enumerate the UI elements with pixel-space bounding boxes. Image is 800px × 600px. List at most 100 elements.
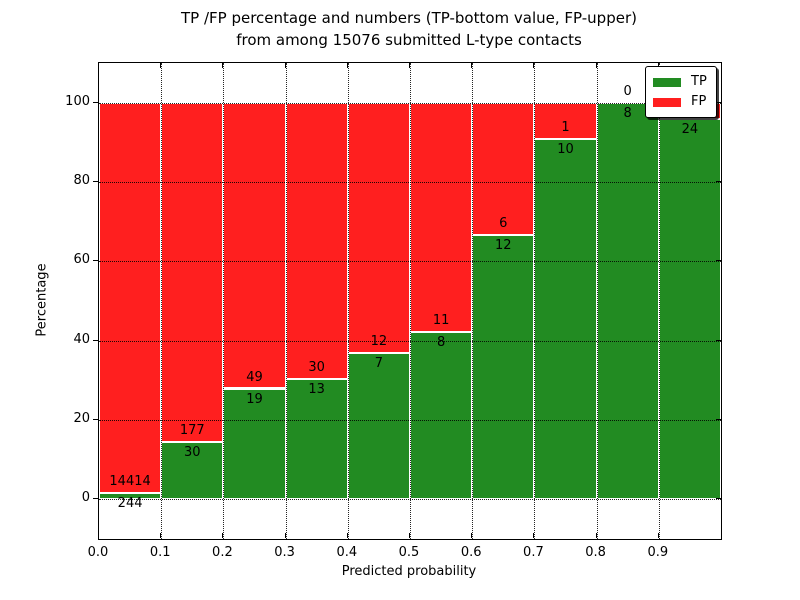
tp-count-label: 19 xyxy=(246,391,263,407)
tp-count-label: 30 xyxy=(184,444,201,460)
bar-fp-segment xyxy=(347,102,410,354)
x-axis-label: Predicted probability xyxy=(341,564,477,579)
y-tickmark-right xyxy=(716,101,721,103)
x-tickmark xyxy=(595,533,597,538)
bar-fp-segment xyxy=(285,102,348,380)
x-tickmark xyxy=(160,533,162,538)
x-tickmark-top xyxy=(409,63,410,68)
horizontal-gridline xyxy=(99,182,721,183)
x-tick-label: 0.8 xyxy=(585,545,606,560)
y-tickmark-right xyxy=(716,260,721,262)
bar-tp-segment xyxy=(347,353,410,500)
fp-count-label: 11 xyxy=(432,313,450,329)
y-tickmark xyxy=(93,339,98,341)
fp-count-label: 0 xyxy=(623,83,632,99)
x-tick-label: 0.6 xyxy=(460,545,482,560)
fp-count-label: 14414 xyxy=(109,473,151,489)
y-tickmark xyxy=(93,101,98,103)
x-tickmark xyxy=(533,533,535,538)
tp-count-label: 8 xyxy=(623,105,632,121)
y-tickmark xyxy=(93,419,98,420)
bar-tp-segment xyxy=(472,234,535,500)
horizontal-gridline xyxy=(99,340,721,342)
tp-count-label: 10 xyxy=(557,141,574,157)
x-tickmark xyxy=(222,533,224,538)
legend-label-tp: TP xyxy=(691,74,707,89)
vertical-gridline xyxy=(472,63,474,539)
chart-title-line-2: from among 15076 submitted L-type contac… xyxy=(236,31,582,49)
plot-area: 14414 244 177 30 49 19 30 13 12 7 11 8 6 12 1 10 0 8 24 xyxy=(98,62,722,540)
legend-label-fp: FP xyxy=(691,94,707,109)
vertical-gridline xyxy=(596,63,598,539)
x-tickmark xyxy=(471,533,473,538)
bar-tp-segment xyxy=(223,388,286,500)
fp-color-swatch xyxy=(653,97,681,107)
y-tick-label: 40 xyxy=(73,331,90,347)
fp-count-label: 1 xyxy=(561,119,570,135)
x-tickmark-top xyxy=(595,63,597,68)
legend-entry-tp: TP xyxy=(653,72,707,92)
horizontal-gridline xyxy=(99,261,721,263)
x-tick-label: 0.3 xyxy=(274,545,295,560)
horizontal-gridline xyxy=(99,102,721,104)
x-tickmark xyxy=(284,533,286,538)
bar-fp-segment xyxy=(161,102,224,442)
legend: TP FP xyxy=(645,66,717,118)
tp-count-label: 8 xyxy=(436,335,446,351)
x-tickmark xyxy=(657,533,659,538)
x-tickmark-top xyxy=(346,63,348,68)
y-tickmark-right xyxy=(716,181,721,182)
y-tickmark xyxy=(93,181,98,182)
chart-title: TP /FP percentage and numbers (TP-bottom… xyxy=(98,7,720,51)
x-tick-label: 0.1 xyxy=(149,545,171,560)
y-tick-label: 100 xyxy=(65,93,90,109)
y-tick-label: 60 xyxy=(73,252,90,268)
bar-fp-segment xyxy=(472,102,535,235)
x-tickmark xyxy=(346,533,348,538)
y-tickmark xyxy=(93,260,98,262)
x-tick-label: 0.2 xyxy=(212,545,233,560)
fp-count-label: 6 xyxy=(499,215,508,231)
y-tick-label: 80 xyxy=(73,173,90,188)
vertical-gridline xyxy=(534,63,536,539)
tp-count-label: 13 xyxy=(308,382,325,398)
y-tick-label: 0 xyxy=(81,490,90,506)
horizontal-gridline xyxy=(99,499,721,501)
vertical-gridline xyxy=(347,63,349,539)
bar-tp-segment xyxy=(99,492,162,500)
y-tickmark xyxy=(93,498,98,500)
horizontal-gridline xyxy=(99,420,721,421)
y-tickmark-right xyxy=(716,339,721,341)
x-tick-label: 0.0 xyxy=(87,545,109,560)
fp-count-label: 49 xyxy=(246,369,263,385)
x-tick-label: 0.4 xyxy=(336,545,358,560)
bar-tp-segment xyxy=(596,102,659,500)
tp-color-swatch xyxy=(653,77,681,87)
x-tickmark-top xyxy=(222,63,224,68)
y-tick-label: 20 xyxy=(73,411,90,426)
x-tick-label: 0.7 xyxy=(523,545,544,560)
bar-tp-segment xyxy=(410,332,473,500)
x-tickmark-top xyxy=(160,63,162,68)
vertical-gridline xyxy=(285,63,287,539)
y-tickmark-right xyxy=(716,498,721,500)
tp-count-label: 24 xyxy=(681,121,699,137)
vertical-gridline xyxy=(410,63,411,539)
fp-count-label: 30 xyxy=(308,360,325,376)
y-tickmark-right xyxy=(716,419,721,420)
tp-count-label: 7 xyxy=(374,356,384,372)
fp-count-label: 12 xyxy=(370,334,388,350)
y-axis-label: Percentage xyxy=(34,263,50,337)
x-tickmark xyxy=(409,533,410,538)
x-tick-label: 0.9 xyxy=(647,545,669,560)
legend-entry-fp: FP xyxy=(653,92,707,112)
vertical-gridline xyxy=(161,63,163,539)
x-tick-label: 0.5 xyxy=(398,545,420,560)
vertical-gridline xyxy=(223,63,225,539)
bar-tp-segment xyxy=(658,118,721,500)
chart-title-line-1: TP /FP percentage and numbers (TP-bottom… xyxy=(181,9,637,27)
x-tickmark-top xyxy=(471,63,473,68)
tp-count-label: 244 xyxy=(117,495,143,511)
x-tickmark-top xyxy=(657,63,659,68)
